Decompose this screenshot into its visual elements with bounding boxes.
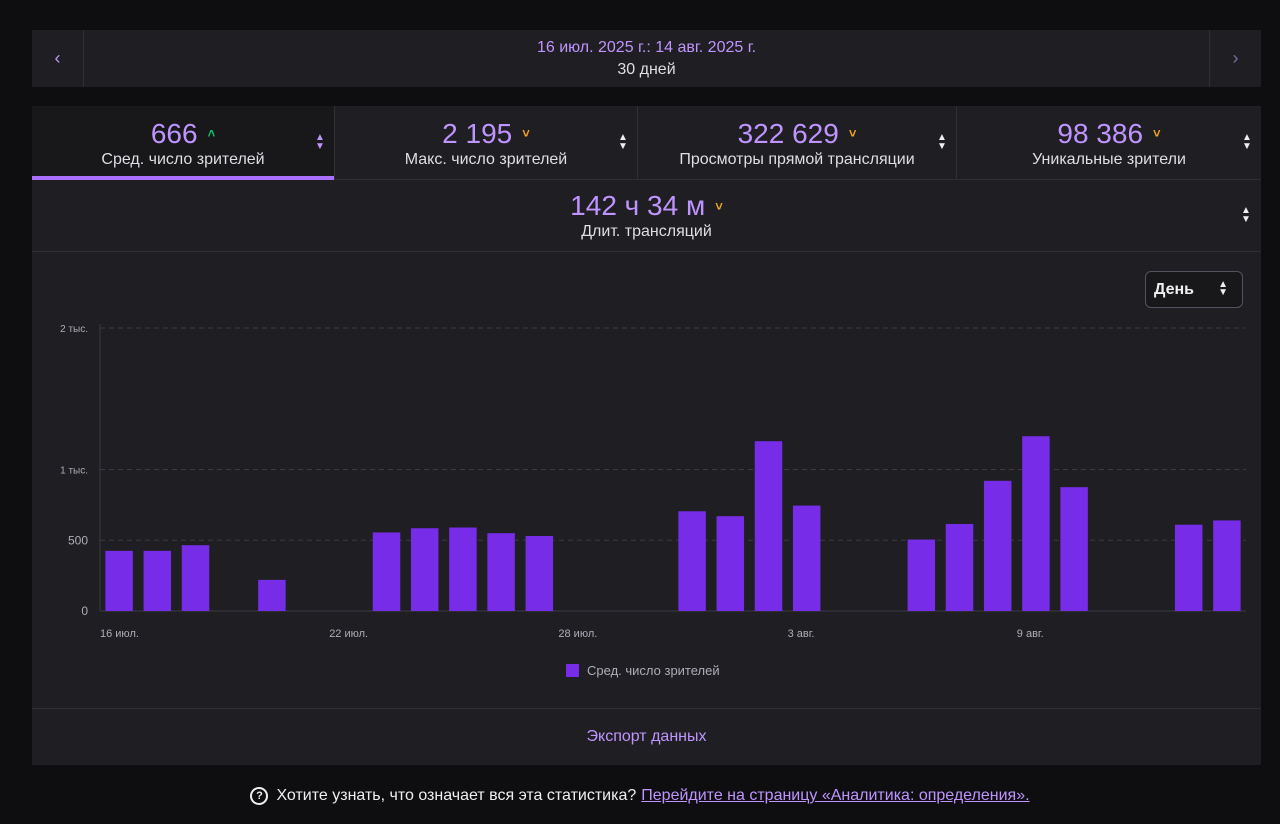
- chart-bar: [716, 516, 745, 611]
- bar-chart: 0 500 1 тыс. 2 тыс. 16 июл. 22 июл. 28 июл. 3 а…: [60, 324, 1246, 678]
- chart-bar: [678, 511, 706, 611]
- metric-tab-stream-duration[interactable]: 142 ч 34 м ˅ Длит. трансляций ▲ ▼: [32, 180, 1261, 252]
- date-range-bar: ‹ 16 июл. 2025 г.: 14 авг. 2025 г. 30 дн…: [32, 30, 1261, 87]
- chart-bar: [181, 545, 210, 611]
- chart-bar: [1060, 487, 1088, 611]
- export-data-button[interactable]: Экспорт данных: [32, 708, 1261, 765]
- metric-tab-live-views[interactable]: 322 629 ˅ Просмотры прямой трансляции ▲ ▼: [638, 106, 957, 180]
- y-tick-label: 0: [81, 604, 88, 618]
- date-range-text: 16 июл. 2025 г.: 14 авг. 2025 г.: [536, 38, 757, 56]
- x-tick-label: 3 авг.: [788, 628, 815, 640]
- date-days-text: 30 дней: [617, 60, 676, 78]
- trend-down-icon: ˅: [848, 126, 857, 141]
- metric-value: 2 195: [442, 117, 513, 149]
- trend-up-icon: ˄: [207, 126, 216, 141]
- x-tick-label: 16 июл.: [100, 628, 139, 640]
- metric-value: 142 ч 34 м: [570, 190, 706, 221]
- x-tick-label: 9 авг.: [1017, 628, 1044, 640]
- chart-bar: [449, 527, 477, 611]
- metric-tab-avg-viewers[interactable]: 666 ˄ Сред. число зрителей ▲ ▼: [32, 106, 335, 180]
- sort-icon[interactable]: ▲ ▼: [618, 132, 628, 152]
- chart-bar: [1174, 524, 1203, 611]
- metric-label: Сред. число зрителей: [101, 150, 265, 168]
- y-tick-label: 1 тыс.: [60, 466, 88, 477]
- chart-bar: [754, 441, 783, 611]
- chart-bar: [487, 533, 515, 611]
- chart-bar: [983, 480, 1012, 611]
- chart-bar: [105, 550, 133, 611]
- analytics-definitions-link[interactable]: Перейдите на страницу «Аналитика: опреде…: [641, 787, 1030, 804]
- footer-text: Хотите узнать, что означает вся эта стат…: [276, 787, 637, 804]
- metric-label: Макс. число зрителей: [404, 150, 568, 168]
- chevron-right-icon[interactable]: ›: [1209, 30, 1261, 87]
- metric-label: Длит. трансляций: [581, 223, 712, 240]
- question-circle-icon: ?: [250, 787, 269, 805]
- granularity-select[interactable]: День ▲ ▼: [1145, 271, 1243, 308]
- sort-icon[interactable]: ▲ ▼: [937, 132, 947, 152]
- metric-tab-unique-viewers[interactable]: 98 386 ˅ Уникальные зрители ▲ ▼: [957, 106, 1261, 180]
- chart-area: День ▲ ▼ 0 500 1 тыс. 2 тыс. 16 июл. 22 июл. 28…: [32, 252, 1261, 708]
- chart-bar: [792, 505, 821, 611]
- chart-bar: [1022, 436, 1050, 611]
- trend-down-icon: ˅: [1153, 126, 1161, 141]
- sort-icon[interactable]: ▲ ▼: [315, 132, 325, 152]
- chart-bar: [1213, 520, 1241, 611]
- metric-tab-max-viewers[interactable]: 2 195 ˅ Макс. число зрителей ▲ ▼: [335, 106, 638, 180]
- x-tick-label: 22 июл.: [329, 628, 368, 640]
- metric-value: 322 629: [737, 117, 839, 149]
- metrics-tabs: 666 ˄ Сред. число зрителей ▲ ▼ 2 195 ˅ Ма…: [32, 106, 1261, 180]
- chevron-updown-icon: ▲ ▼: [1218, 279, 1228, 298]
- metric-value: 98 386: [1057, 117, 1144, 149]
- date-range-display: 16 июл. 2025 г.: 14 авг. 2025 г. 30 дней: [84, 30, 1209, 87]
- chart-bar: [945, 523, 974, 611]
- granularity-select-value: День: [1154, 280, 1194, 298]
- metric-label: Уникальные зрители: [1032, 150, 1186, 168]
- chart-bar: [525, 536, 554, 611]
- sort-icon[interactable]: ▲ ▼: [1242, 132, 1252, 152]
- legend-label: Сред. число зрителей: [587, 663, 720, 678]
- metric-value: 666: [150, 117, 198, 149]
- chart-bar: [907, 539, 936, 611]
- legend-swatch: [566, 664, 579, 677]
- analytics-panel: 666 ˄ Сред. число зрителей ▲ ▼ 2 195 ˅ Ма…: [32, 106, 1261, 765]
- export-data-label: Экспорт данных: [586, 728, 707, 745]
- trend-down-icon: ˅: [715, 198, 723, 214]
- y-tick-label: 500: [68, 533, 88, 547]
- chart-bar: [372, 532, 401, 611]
- sort-icon[interactable]: ▲ ▼: [1241, 205, 1251, 225]
- metric-label: Просмотры прямой трансляции: [679, 150, 915, 168]
- y-tick-label: 2 тыс.: [60, 324, 88, 335]
- chart-bar: [410, 528, 439, 611]
- chart-bar: [258, 579, 286, 611]
- trend-down-icon: ˅: [522, 126, 530, 141]
- footer-help: ? Хотите узнать, что означает вся эта ст…: [0, 784, 1280, 808]
- chart-bar: [143, 550, 172, 611]
- chevron-left-icon[interactable]: ‹: [32, 30, 84, 87]
- x-tick-label: 28 июл.: [558, 628, 597, 640]
